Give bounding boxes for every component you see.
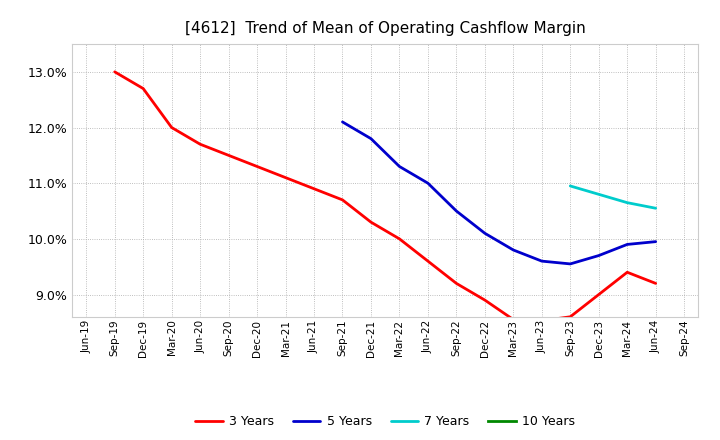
- 5 Years: [452, 209, 461, 214]
- Title: [4612]  Trend of Mean of Operating Cashflow Margin: [4612] Trend of Mean of Operating Cashfl…: [185, 21, 585, 36]
- 3 Years: [566, 314, 575, 319]
- 5 Years: [566, 261, 575, 267]
- 5 Years: [395, 164, 404, 169]
- 3 Years: [537, 318, 546, 323]
- 3 Years: [282, 175, 290, 180]
- Line: 5 Years: 5 Years: [343, 122, 656, 264]
- 3 Years: [139, 86, 148, 91]
- 3 Years: [509, 317, 518, 322]
- 3 Years: [652, 281, 660, 286]
- 3 Years: [423, 258, 432, 264]
- 3 Years: [366, 220, 375, 225]
- 5 Years: [423, 180, 432, 186]
- 3 Years: [310, 186, 318, 191]
- 3 Years: [225, 153, 233, 158]
- 5 Years: [338, 119, 347, 125]
- 7 Years: [595, 192, 603, 197]
- 3 Years: [253, 164, 261, 169]
- 3 Years: [395, 236, 404, 242]
- Line: 7 Years: 7 Years: [570, 186, 656, 208]
- 3 Years: [595, 292, 603, 297]
- 5 Years: [509, 247, 518, 253]
- 7 Years: [566, 183, 575, 189]
- 7 Years: [652, 205, 660, 211]
- 3 Years: [623, 270, 631, 275]
- 5 Years: [480, 231, 489, 236]
- 5 Years: [366, 136, 375, 141]
- 3 Years: [196, 142, 204, 147]
- 3 Years: [480, 297, 489, 303]
- 3 Years: [110, 69, 119, 74]
- 3 Years: [338, 197, 347, 202]
- 3 Years: [452, 281, 461, 286]
- 5 Years: [623, 242, 631, 247]
- 5 Years: [537, 258, 546, 264]
- 5 Years: [595, 253, 603, 258]
- Line: 3 Years: 3 Years: [114, 72, 656, 321]
- 7 Years: [623, 200, 631, 205]
- Legend: 3 Years, 5 Years, 7 Years, 10 Years: 3 Years, 5 Years, 7 Years, 10 Years: [191, 411, 580, 433]
- 5 Years: [652, 239, 660, 244]
- 3 Years: [167, 125, 176, 130]
